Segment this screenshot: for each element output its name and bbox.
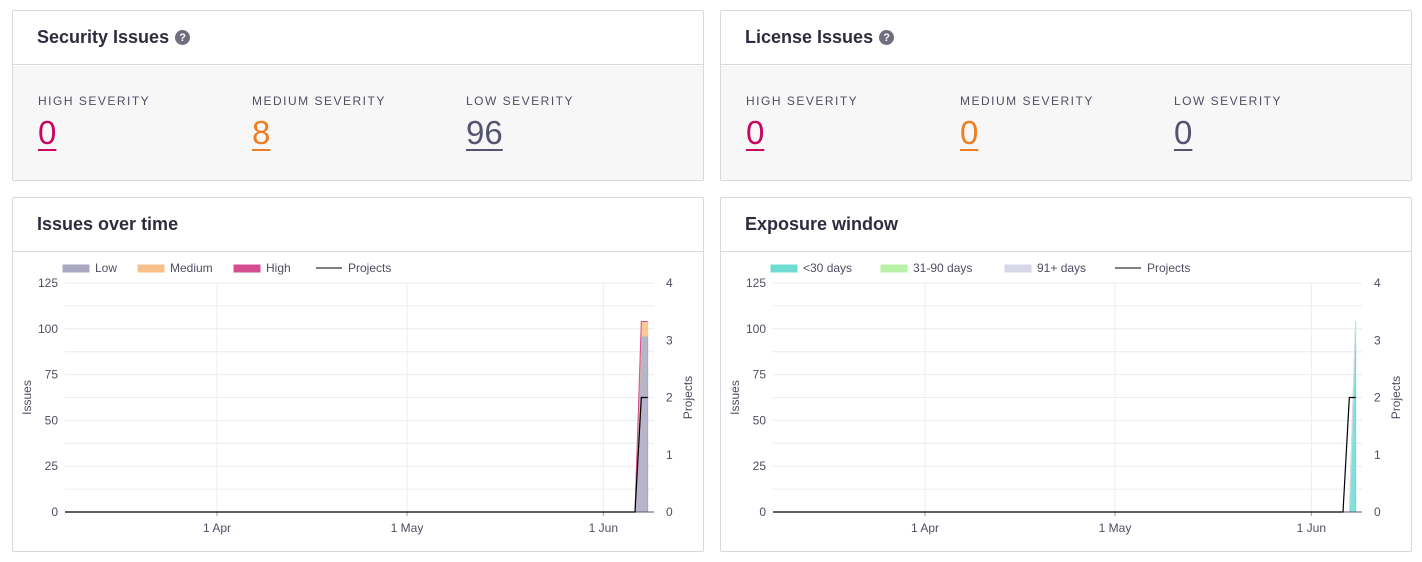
legend-swatch [880, 264, 908, 273]
license-medium-value[interactable]: 0 [960, 114, 979, 151]
issues-over-time-chart: Low Medium High Projects 0 25 50 75 100 125 0 1 2 3 4 1… [20, 261, 695, 535]
security-low-value[interactable]: 96 [466, 114, 503, 151]
y2-tick-label: 1 [1374, 448, 1381, 462]
legend-label: 91+ days [1037, 261, 1086, 275]
y-tick-label: 125 [38, 276, 58, 290]
help-icon[interactable]: ? [175, 30, 191, 45]
legend-item-projects: Projects [316, 261, 391, 275]
legend-label: High [266, 261, 291, 275]
license-low-value[interactable]: 0 [1174, 114, 1193, 151]
security-issues-card: Security Issues ? HIGH SEVERITY 0 MEDIUM… [12, 10, 704, 181]
y-tick-label: 75 [753, 368, 767, 382]
y2-tick-label: 4 [666, 276, 673, 290]
x-tick-label: 1 Apr [911, 521, 939, 535]
y-tick-label: 0 [759, 505, 766, 519]
y-tick-label: 75 [45, 368, 59, 382]
legend-item-30-days: <30 days [770, 261, 852, 275]
y2-tick-label: 0 [666, 505, 673, 519]
y-tick-label: 100 [746, 322, 766, 336]
y-tick-label: 50 [45, 413, 59, 427]
legend-item-projects: Projects [1115, 261, 1190, 275]
legend-item-31-90-days: 31-90 days [880, 261, 972, 275]
y-tick-label: 125 [746, 276, 766, 290]
exposure-window-chart: <30 days 31-90 days 91+ days Projects 0 25 50 7… [728, 261, 1403, 535]
security-low-stat: LOW SEVERITY 96 [466, 94, 574, 152]
legend-swatch [233, 264, 261, 273]
x-tick-label: 1 Apr [203, 521, 231, 535]
legend-label: Medium [170, 261, 213, 275]
legend-label: Projects [348, 261, 391, 275]
x-tick-label: 1 May [1099, 521, 1132, 535]
license-high-value[interactable]: 0 [746, 114, 765, 151]
exposure-window-card: Exposure window <30 days 31-90 days 91+ da… [720, 197, 1412, 552]
legend-label: 31-90 days [913, 261, 972, 275]
y2-tick-label: 3 [1374, 333, 1381, 347]
y2-tick-label: 0 [1374, 505, 1381, 519]
stat-label: LOW SEVERITY [1174, 94, 1283, 108]
y-tick-label: 100 [38, 322, 58, 336]
legend-swatch [137, 264, 165, 273]
stat-label: MEDIUM SEVERITY [960, 94, 1094, 108]
y-tick-label: 25 [45, 459, 59, 473]
legend-label: <30 days [803, 261, 852, 275]
stat-label: HIGH SEVERITY [746, 94, 859, 108]
security-medium-value[interactable]: 8 [252, 114, 271, 151]
legend-label: Projects [1147, 261, 1190, 275]
security-issues-header: Security Issues ? [13, 11, 703, 65]
y2-axis-title: Projects [681, 376, 695, 419]
license-issues-title: License Issues [745, 27, 874, 47]
legend-swatch [770, 264, 798, 273]
security-high-value[interactable]: 0 [38, 114, 57, 151]
security-medium-stat: MEDIUM SEVERITY 8 [252, 94, 386, 152]
legend-swatch [62, 264, 90, 273]
y-tick-label: 0 [51, 505, 58, 519]
x-tick-label: 1 May [391, 521, 424, 535]
license-medium-stat: MEDIUM SEVERITY 0 [960, 94, 1094, 152]
x-tick-label: 1 Jun [1297, 521, 1326, 535]
security-stats: HIGH SEVERITY 0 MEDIUM SEVERITY 8 LOW SE… [13, 66, 703, 180]
y2-tick-label: 2 [1374, 391, 1381, 405]
license-issues-header: License Issues ? [721, 11, 1411, 65]
issues-over-time-header: Issues over time [13, 198, 703, 252]
license-stats: HIGH SEVERITY 0 MEDIUM SEVERITY 0 LOW SE… [721, 66, 1411, 180]
y-tick-label: 50 [753, 413, 767, 427]
stat-label: MEDIUM SEVERITY [252, 94, 386, 108]
issues-over-time-title: Issues over time [37, 214, 179, 234]
license-low-stat: LOW SEVERITY 0 [1174, 94, 1282, 152]
issues-over-time-card: Issues over time Low Medium High Projects 0 2… [12, 197, 704, 552]
legend-item-medium: Medium [137, 261, 213, 275]
exposure-window-header: Exposure window [721, 198, 1411, 252]
legend-item-low: Low [62, 261, 117, 275]
gridlines [65, 282, 654, 513]
line-projects [773, 396, 1356, 513]
area-high [634, 320, 648, 513]
exposure-window-title: Exposure window [745, 214, 899, 234]
y-axis-title: Issues [20, 380, 34, 415]
stat-label: LOW SEVERITY [466, 94, 575, 108]
y2-tick-label: 2 [666, 391, 673, 405]
legend-item-high: High [233, 261, 291, 275]
line-projects [65, 396, 648, 513]
legend-item-91-days: 91+ days [1004, 261, 1086, 275]
security-issues-title: Security Issues [37, 27, 170, 47]
x-tick-label: 1 Jun [589, 521, 618, 535]
y2-axis-title: Projects [1389, 376, 1403, 419]
gridlines [773, 282, 1362, 513]
y-axis-title: Issues [728, 380, 742, 415]
legend-swatch [1004, 264, 1032, 273]
y2-tick-label: 3 [666, 333, 673, 347]
security-high-stat: HIGH SEVERITY 0 [38, 94, 150, 152]
license-issues-card: License Issues ? HIGH SEVERITY 0 MEDIUM … [720, 10, 1412, 181]
legend-label: Low [95, 261, 117, 275]
y2-tick-label: 1 [666, 448, 673, 462]
y2-tick-label: 4 [1374, 276, 1381, 290]
license-high-stat: HIGH SEVERITY 0 [746, 94, 858, 152]
y-tick-label: 25 [753, 459, 767, 473]
stat-label: HIGH SEVERITY [38, 94, 151, 108]
help-icon[interactable]: ? [879, 30, 895, 45]
